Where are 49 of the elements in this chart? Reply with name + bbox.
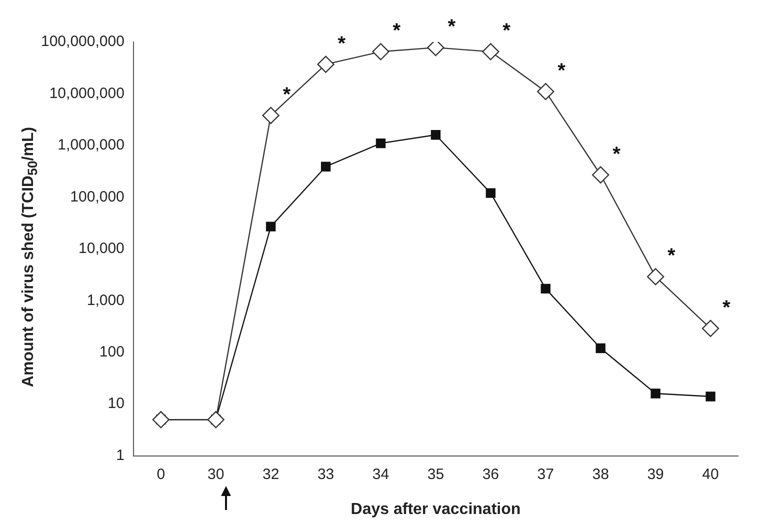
annotation: * [338,32,346,55]
point [266,222,276,232]
y-tick-label: 1,000 [86,292,124,309]
point [207,411,224,428]
y-tick-label: 10,000 [78,240,124,258]
x-tick-label: 37 [537,466,554,483]
y-tick-label: 1,000,000 [58,136,124,154]
y-tick-label: 1 [116,446,124,464]
point [706,392,716,402]
x-tick-label: 39 [647,466,664,483]
point [702,320,720,338]
point [430,130,441,140]
annotation: * [668,245,676,268]
annotation: * [448,16,456,38]
point [592,166,610,184]
x-tick-label: 38 [592,466,609,483]
annotation: * [282,84,291,106]
y-tick-label: 10,000,000 [49,84,124,102]
point [320,162,331,172]
point [596,343,606,354]
point [152,411,170,428]
x-axis-title: Days after vaccination [350,500,521,518]
annotation: * [392,20,401,42]
x-tick-label: 34 [372,466,390,483]
annotation: * [612,143,621,166]
x-tick-label: 36 [482,466,500,483]
point [650,388,660,398]
point [646,268,664,286]
x-tick-label: 30 [208,466,224,483]
y-tick-label: 10 [108,395,124,412]
annotation: * [502,20,511,42]
y-tick-label: 100 [99,343,124,360]
point [537,82,554,100]
point [317,56,334,73]
point [482,43,500,60]
x-tick-label: 40 [702,466,719,483]
y-tick-label: 100,000 [70,188,124,206]
point [372,43,390,60]
x-tick-label: 32 [262,466,280,483]
annotation: * [722,296,731,319]
x-tick-label: 0 [156,466,166,483]
x-tick-label: 35 [427,466,444,483]
point [376,138,386,148]
annotation: * [558,60,566,82]
x-tick-label: 33 [317,466,334,483]
point [540,284,550,294]
point [262,106,280,124]
point [486,188,496,198]
y-tick-label: 100,000,000 [40,33,124,50]
